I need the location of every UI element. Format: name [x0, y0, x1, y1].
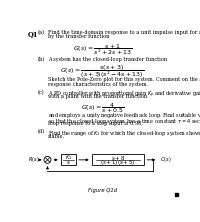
Text: $C(s)$: $C(s)$ [160, 155, 171, 164]
Text: $s$: $s$ [66, 159, 71, 166]
Text: $G(s) = \dfrac{s+1}{s^2 + 2s + 13}$: $G(s) = \dfrac{s+1}{s^2 + 2s + 13}$ [73, 42, 132, 57]
Text: (a): (a) [37, 30, 44, 35]
Text: (c): (c) [37, 90, 44, 95]
Text: $G(s) = \dfrac{s(s+3)}{(s+3)(s^2 - 4s + 13)}$: $G(s) = \dfrac{s(s+3)}{(s+3)(s^2 - 4s + … [60, 63, 145, 80]
Text: stable.: stable. [48, 134, 66, 139]
Text: $G(s) = \dfrac{4}{s + 0.5}$: $G(s) = \dfrac{4}{s + 0.5}$ [81, 101, 124, 115]
Text: (b): (b) [37, 57, 45, 63]
Text: $R(s)$: $R(s)$ [28, 155, 40, 164]
Text: loop response to a step input is 0.98.: loop response to a step input is 0.98. [48, 121, 143, 126]
Text: with a plant with the transfer function: with a plant with the transfer function [48, 94, 147, 99]
Text: Find the time-domain response to a unit impulse input for a system described: Find the time-domain response to a unit … [48, 30, 200, 35]
Text: Q1: Q1 [27, 30, 38, 38]
Text: $K_1$: $K_1$ [65, 153, 72, 162]
Text: so that the closed-loop system has a time constant $\tau = 4$ sec, and the close: so that the closed-loop system has a tim… [48, 117, 200, 126]
Text: Find the range of $K_1$ for which the closed-loop system shown in Figure Q1d is: Find the range of $K_1$ for which the cl… [48, 129, 200, 138]
Bar [61, 155, 76, 165]
Text: Figure Q1d: Figure Q1d [88, 188, 117, 193]
Text: response characteristics of the system.: response characteristics of the system. [48, 82, 148, 87]
Text: $s + 8$: $s + 8$ [111, 154, 125, 162]
Text: $(s+1)(s+5)$: $(s+1)(s+5)$ [100, 158, 136, 167]
Text: Sketch the Pole-Zero plot for this system. Comment on the stability and: Sketch the Pole-Zero plot for this syste… [48, 77, 200, 82]
Text: A system has the closed-loop transfer function: A system has the closed-loop transfer fu… [48, 57, 167, 62]
Text: A PD controller with proportional gain $K_p$ and derivative gain $K_d$ is in ser: A PD controller with proportional gain $… [48, 90, 200, 100]
Bar [92, 155, 144, 165]
Text: (d): (d) [37, 129, 45, 134]
Bar [175, 193, 178, 196]
Text: and employs a unity negative feedback loop. Find suitable values for $K_p$ and $: and employs a unity negative feedback lo… [48, 112, 200, 122]
Text: by the transfer function: by the transfer function [48, 34, 110, 39]
